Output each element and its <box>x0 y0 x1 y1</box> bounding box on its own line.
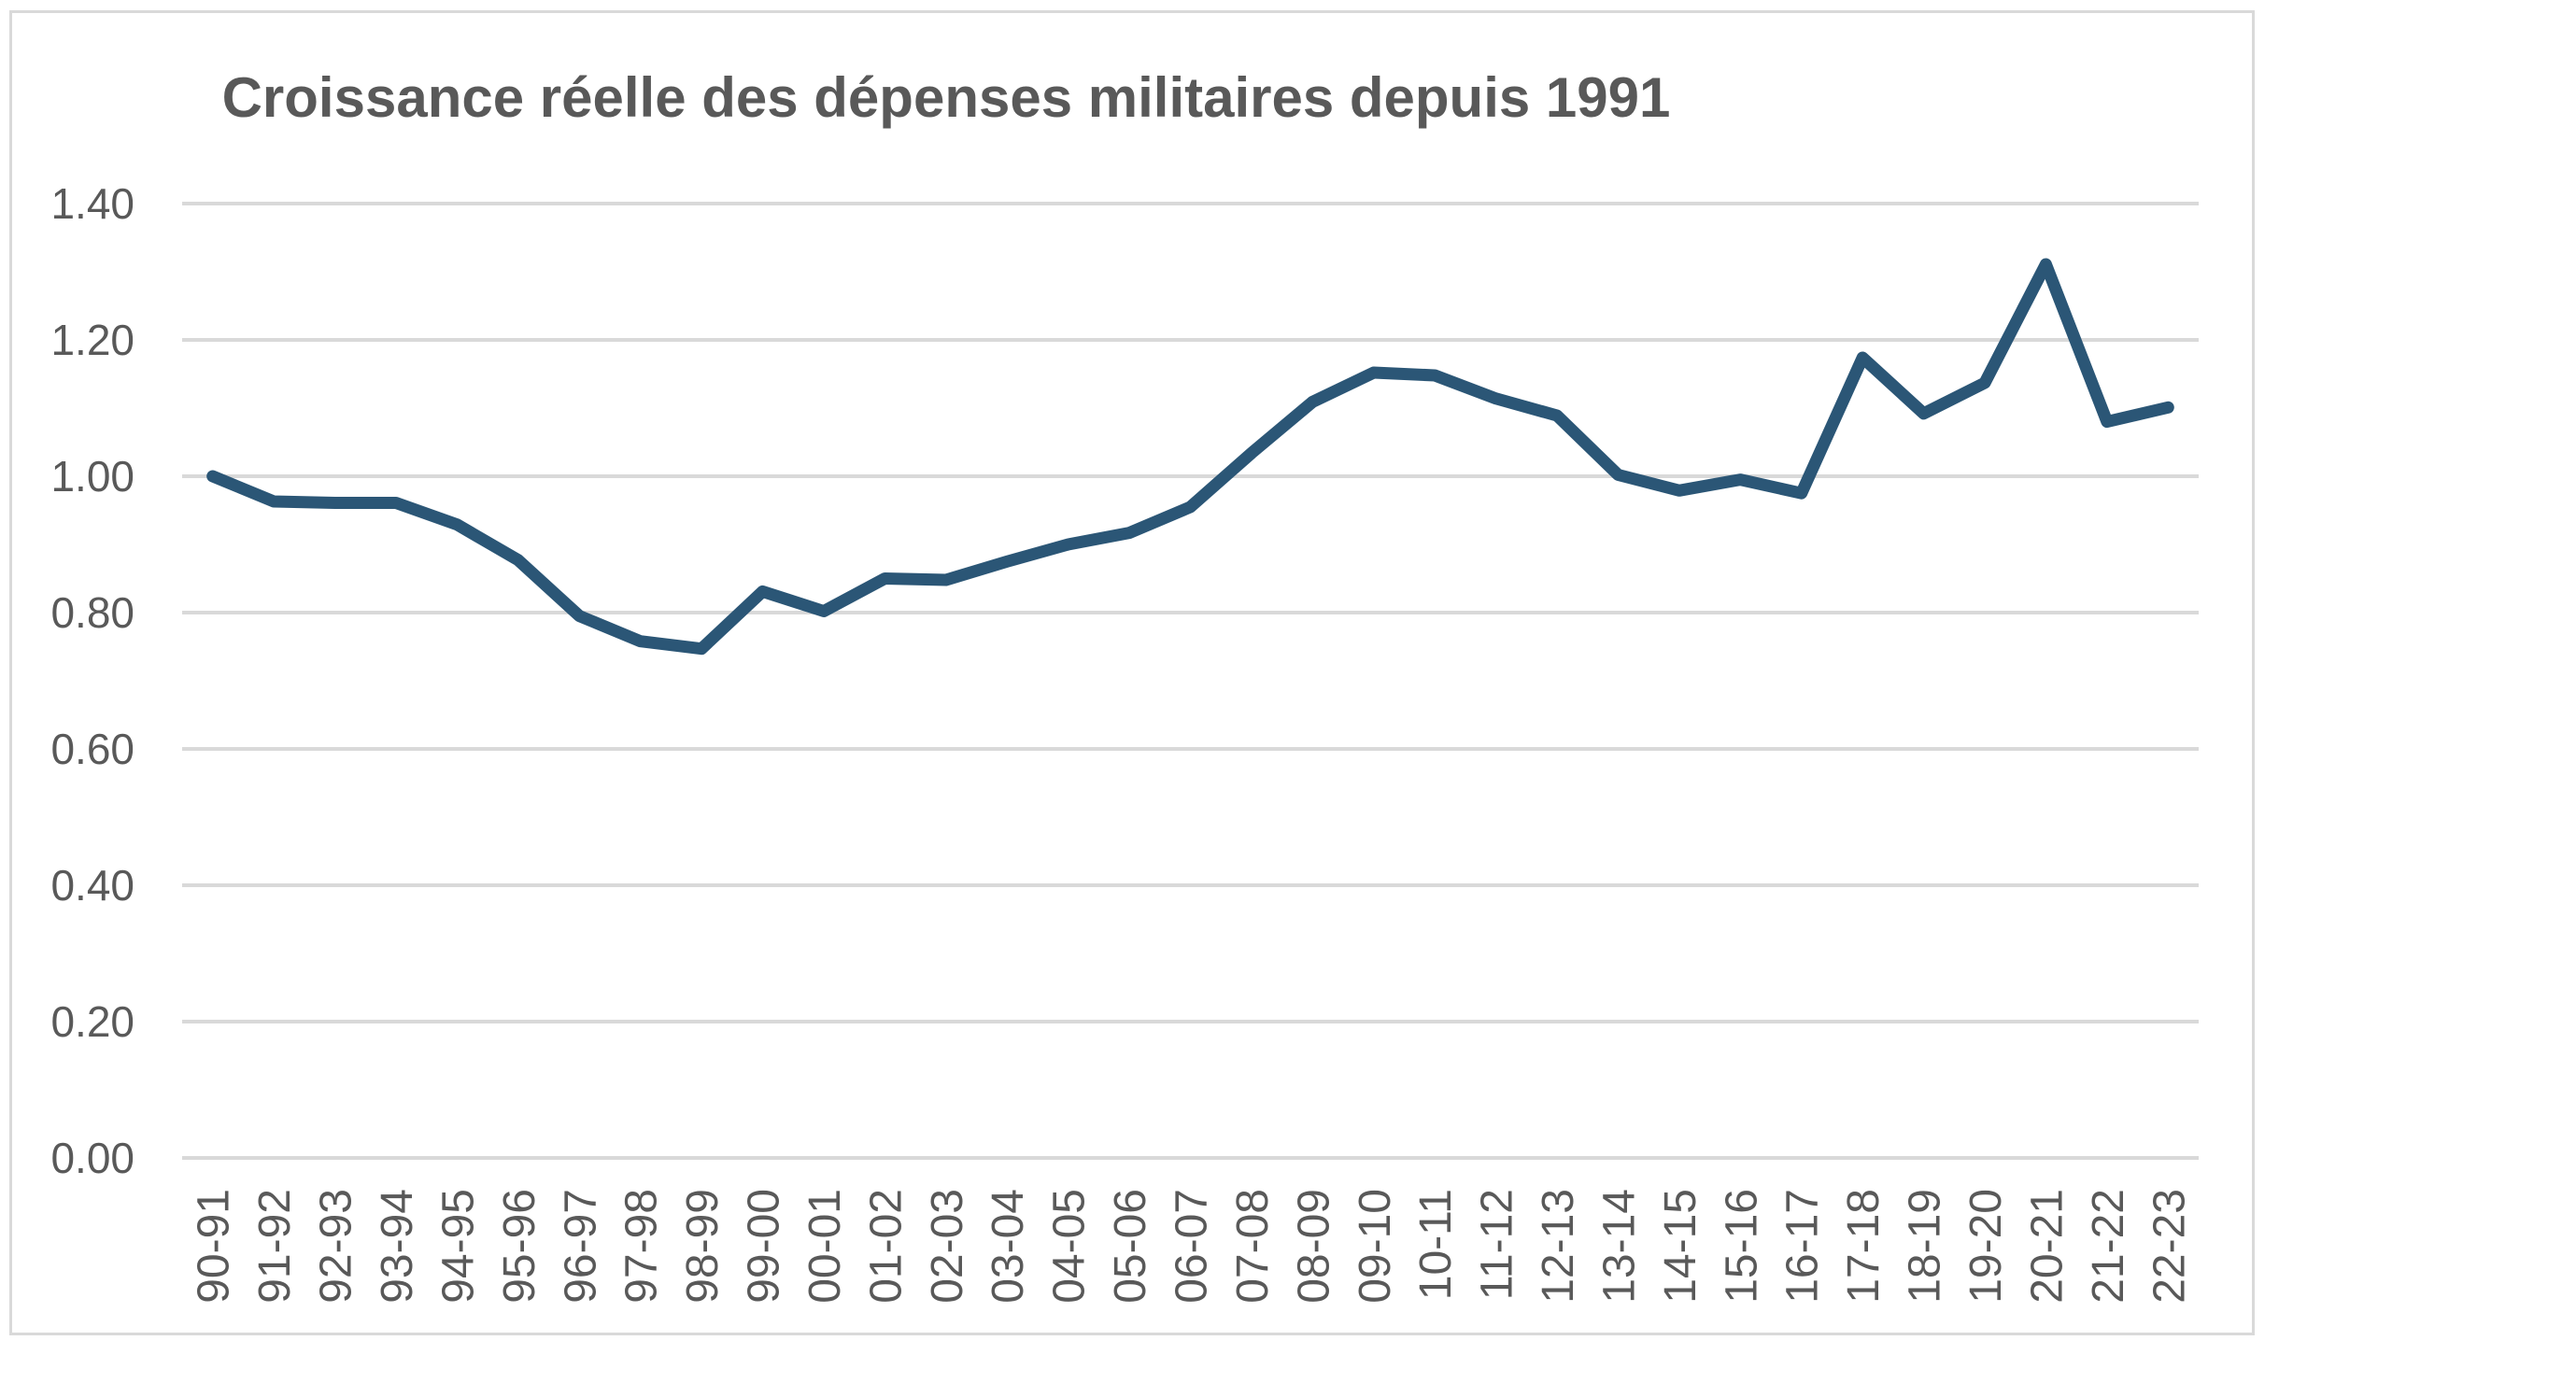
gridlines <box>182 202 2199 1160</box>
x-tick-label: 16-17 <box>1778 1189 1828 1304</box>
x-tick-label: 05-06 <box>1106 1189 1155 1304</box>
x-tick-label: 91-92 <box>250 1189 300 1304</box>
line-chart: Croissance réelle des dépenses militaire… <box>50 66 2199 1304</box>
x-tick-label: 12-13 <box>1534 1189 1583 1304</box>
x-tick-label: 00-01 <box>800 1189 850 1304</box>
x-tick-label: 04-05 <box>1045 1189 1095 1304</box>
x-tick-label: 08-09 <box>1289 1189 1338 1304</box>
x-tick-label: 06-07 <box>1168 1189 1217 1304</box>
x-tick-label: 03-04 <box>984 1189 1033 1304</box>
series-group <box>206 258 2174 656</box>
x-tick-label: 97-98 <box>617 1189 667 1304</box>
series-line <box>206 258 2174 656</box>
x-tick-label: 18-19 <box>1901 1189 1950 1304</box>
x-tick-label: 90-91 <box>190 1189 239 1304</box>
x-tick-label: 20-21 <box>2022 1189 2072 1304</box>
y-tick-label: 0.40 <box>50 861 134 910</box>
chart-frame: Croissance réelle des dépenses militaire… <box>9 10 2255 1335</box>
y-tick-label: 1.00 <box>50 452 134 501</box>
y-tick-label: 0.00 <box>50 1134 134 1182</box>
x-tick-label: 02-03 <box>923 1189 972 1304</box>
y-tick-label: 1.20 <box>50 316 134 364</box>
x-tick-label: 14-15 <box>1656 1189 1706 1304</box>
x-tick-label: 15-16 <box>1717 1189 1766 1304</box>
x-tick-label: 01-02 <box>861 1189 911 1304</box>
y-tick-label: 0.20 <box>50 997 134 1046</box>
x-tick-label: 13-14 <box>1594 1189 1644 1304</box>
y-axis-tick-labels: 0.00 0.20 0.40 0.60 0.80 1.00 1.20 1.40 <box>50 179 134 1182</box>
y-tick-label: 0.60 <box>50 725 134 773</box>
x-tick-label: 95-96 <box>495 1189 545 1304</box>
x-tick-label: 96-97 <box>556 1189 605 1304</box>
x-tick-label: 22-23 <box>2144 1189 2194 1304</box>
x-tick-label: 07-08 <box>1228 1189 1278 1304</box>
x-tick-label: 21-22 <box>2084 1189 2133 1304</box>
x-tick-label: 98-99 <box>678 1189 728 1304</box>
x-tick-label: 93-94 <box>373 1189 422 1304</box>
x-tick-label: 92-93 <box>312 1189 361 1304</box>
y-tick-label: 1.40 <box>50 179 134 228</box>
x-tick-label: 11-12 <box>1473 1189 1522 1300</box>
x-tick-label: 09-10 <box>1351 1189 1400 1304</box>
x-tick-label: 99-00 <box>740 1189 789 1304</box>
chart-title: Croissance réelle des dépenses militaire… <box>222 66 1671 129</box>
y-tick-label: 0.80 <box>50 588 134 637</box>
x-tick-label: 17-18 <box>1839 1189 1889 1304</box>
x-tick-label: 10-11 <box>1411 1189 1461 1300</box>
x-tick-label: 19-20 <box>1961 1189 2011 1304</box>
x-axis-tick-labels: 90-91 91-92 92-93 93-94 94-95 95-96 96-97 97-98… <box>190 1189 2195 1304</box>
x-tick-label: 94-95 <box>433 1189 483 1304</box>
